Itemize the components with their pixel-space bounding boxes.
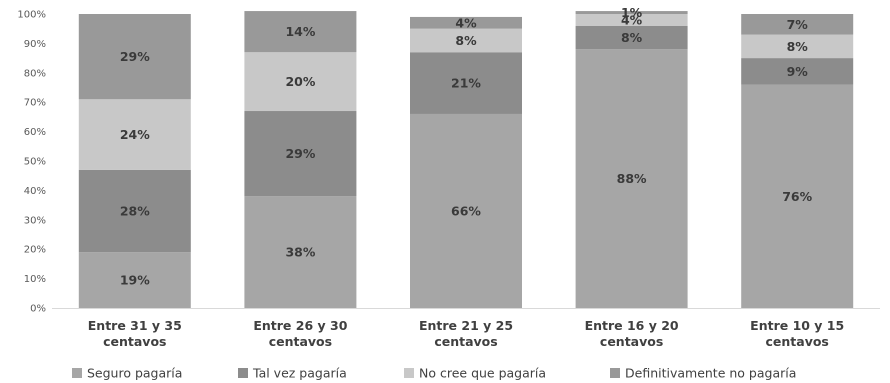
bar-segment [575,25,688,50]
data-label: 8% [787,39,809,54]
legend-swatch [610,368,620,378]
data-label: 4% [621,12,643,27]
x-category-label: Entre 31 y 35 [88,318,182,333]
y-tick-label: 30% [24,215,46,226]
data-label: 21% [451,76,481,91]
y-tick-label: 70% [24,98,46,109]
y-tick-label: 0% [30,304,46,315]
legend-swatch [404,368,414,378]
x-category-label: centavos [103,334,166,349]
data-label: 29% [120,49,150,64]
bar-segment [741,14,854,35]
bar-segment [741,34,854,59]
bar-segment [575,14,688,26]
data-label: 4% [455,15,477,30]
bar-segment [575,11,688,14]
x-category-label: Entre 26 y 30 [253,318,347,333]
y-tick-label: 60% [24,127,46,138]
data-label: 24% [120,127,150,142]
data-label: 7% [787,17,809,32]
y-tick-label: 90% [24,39,46,50]
y-tick-label: 50% [24,157,46,168]
data-label: 20% [285,74,315,89]
y-tick-label: 100% [17,10,46,21]
bar-segment [410,28,522,53]
data-label: 29% [285,146,315,161]
y-tick-label: 80% [24,68,46,79]
data-label: 66% [451,203,481,218]
bar-segment [244,52,357,112]
legend-label: Tal vez pagaría [252,366,347,381]
data-label: 9% [787,64,809,79]
bar-segment [244,196,357,308]
legend-swatch [72,368,82,378]
legend-swatch [238,368,248,378]
legend: Seguro pagaría Tal vez pagaría No cree que… [72,366,796,381]
legend-label: Seguro pagaría [87,366,182,381]
y-tick-label: 40% [24,186,46,197]
bar-segment [244,111,357,197]
bar-segment [78,99,191,170]
bar-segment [741,84,854,308]
bar-segment [575,49,688,308]
legend-label: No cree que pagaría [419,366,546,381]
data-label: 76% [782,189,812,204]
data-label: 8% [621,30,643,45]
y-tick-label: 10% [24,274,46,285]
x-category-label: centavos [600,334,663,349]
data-label: 38% [285,245,315,260]
bar-segment [244,11,357,53]
bar-segment [410,113,522,309]
x-category-label: Entre 10 y 15 [750,318,844,333]
data-label: 1% [621,5,643,20]
x-category-label: Entre 16 y 20 [585,318,679,333]
legend-label: Definitivamente no pagaría [625,366,796,381]
data-label: 19% [120,273,150,288]
bar-segment [78,169,191,253]
x-category-label: centavos [269,334,332,349]
bars: 19% 28% 24% 29% 38% 29% 20% 14% 66% 21% 8% 4% 88% 8% 4… [78,5,854,309]
x-category-label: centavos [766,334,829,349]
data-label: 28% [120,203,150,218]
y-axis: 0% 10% 20% 30% 40% 50% 60% 70% 80% 90% 100% [17,10,46,315]
bar-segment [410,16,522,29]
bar-segment [78,14,191,100]
bar-segment [78,252,191,308]
x-category-label: centavos [434,334,497,349]
bar-segment [410,52,522,114]
x-category-label: Entre 21 y 25 [419,318,513,333]
data-label: 8% [455,33,477,48]
data-label: 88% [617,171,647,186]
bar-segment [741,58,854,85]
y-tick-label: 20% [24,245,46,256]
data-label: 14% [285,24,315,39]
